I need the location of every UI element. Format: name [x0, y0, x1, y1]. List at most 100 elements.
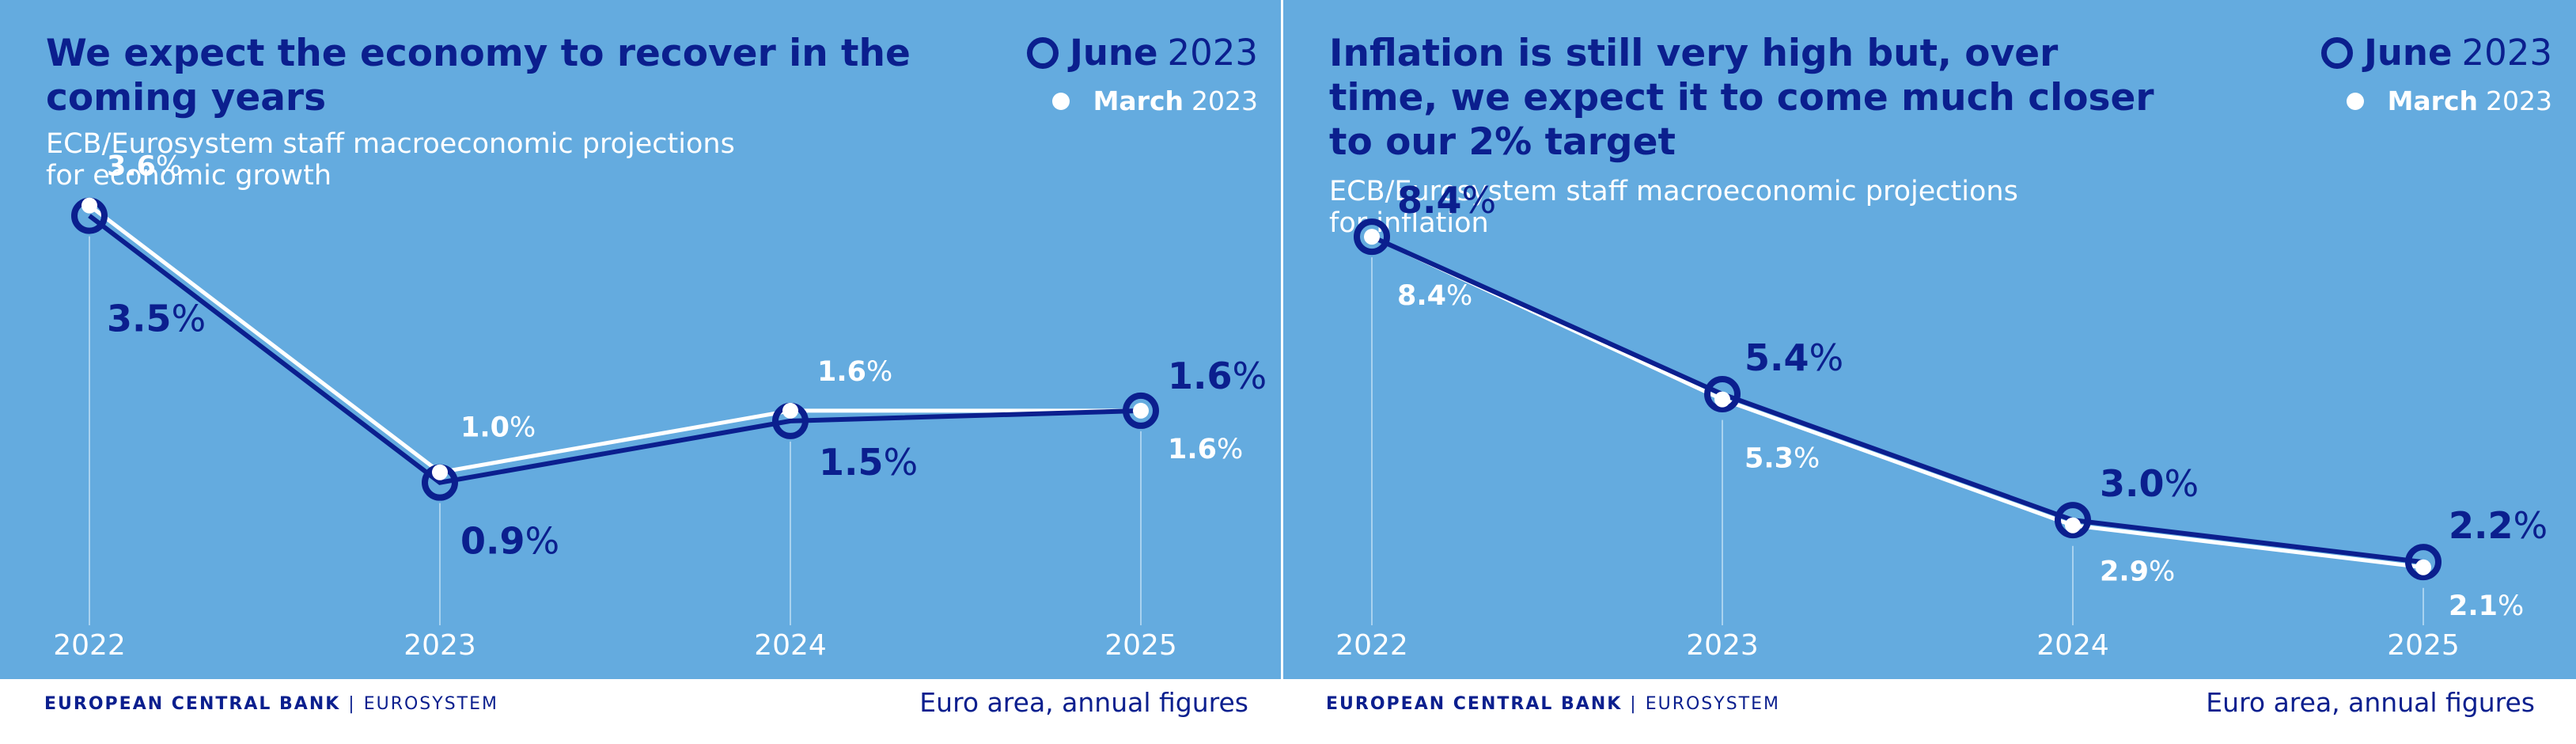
x-tick-label: 2022 [53, 629, 126, 662]
legend-label: March [1093, 85, 1184, 116]
june-point [2055, 502, 2091, 539]
label-percent-sign: % [1809, 336, 1844, 379]
label-percent-sign: % [510, 412, 536, 444]
legend-year: 2023 [2461, 32, 2552, 74]
june-point [1704, 376, 1741, 412]
label-number: 3.5 [107, 298, 172, 340]
series-line-march [1370, 234, 2424, 570]
label-percent-sign: % [1794, 443, 1820, 475]
growth-chart-panel: We expect the economy to recover in the … [0, 0, 1282, 744]
logo-separator: | [348, 694, 356, 714]
march-data-label: 8.4% [1397, 280, 1472, 312]
x-tick-label: 2023 [403, 629, 476, 662]
legend-year: 2023 [2486, 85, 2552, 116]
logo-sub: EUROSYSTEM [1645, 694, 1780, 714]
x-tick-label: 2025 [2387, 629, 2460, 662]
march-point [1364, 229, 1380, 245]
label-percent-sign: % [2498, 590, 2524, 622]
march-point [432, 464, 448, 480]
logo-main: EUROPEAN CENTRAL BANK [1326, 694, 1623, 714]
label-number: 2.2 [2449, 504, 2513, 547]
ring-marker-icon [1027, 36, 1059, 69]
march-point [2415, 559, 2431, 575]
label-percent-sign: % [156, 151, 182, 183]
panel-divider [1281, 0, 1284, 681]
chart-title: Inflation is still very high but, over t… [1329, 32, 2154, 164]
march-point [2065, 517, 2081, 533]
label-number: 5.4 [1744, 336, 1809, 379]
legend: June 2023 March 2023 [2291, 32, 2552, 127]
march-data-label: 1.6% [817, 356, 892, 388]
subtitle-line: for economic growth [46, 160, 332, 192]
series-line-march [88, 203, 1141, 475]
inflation-line-chart: 2022 2023 2024 20258.4%8.4%5.4%5.3%3.0%2.9%… [1335, 179, 2548, 662]
june-data-label: 1.6% [1168, 355, 1267, 397]
june-data-label: 1.5% [819, 441, 918, 484]
legend-year: 2023 [1167, 32, 1258, 74]
label-number: 8.4 [1397, 179, 1462, 222]
june-data-label: 0.9% [460, 520, 559, 563]
x-tick-label: 2024 [754, 629, 827, 662]
label-percent-sign: % [2165, 462, 2199, 505]
label-number: 1.6 [1168, 434, 1217, 465]
march-data-label: 1.6% [1168, 434, 1243, 465]
series-line-june [1370, 234, 2424, 565]
march-point [81, 197, 97, 214]
ring-marker-icon [2321, 36, 2354, 69]
march-point [1714, 391, 1730, 408]
ecb-logo: EUROPEAN CENTRAL BANK | EUROSYSTEM [1326, 694, 1780, 714]
june-data-label: 3.5% [107, 298, 206, 340]
legend-year: 2023 [1191, 85, 1258, 116]
legend-item-june: June 2023 [1027, 32, 1258, 74]
ecb-logo: EUROPEAN CENTRAL BANK | EUROSYSTEM [44, 694, 498, 714]
label-percent-sign: % [866, 356, 892, 388]
chart-title: We expect the economy to recover in the … [46, 32, 911, 120]
label-percent-sign: % [2513, 504, 2548, 547]
march-data-label: 2.9% [2100, 556, 2175, 588]
june-point [1354, 218, 1390, 256]
march-point [782, 402, 798, 419]
label-percent-sign: % [1217, 434, 1243, 465]
label-number: 2.1 [2449, 590, 2498, 622]
label-percent-sign: % [1462, 179, 1497, 222]
label-number: 3.0 [2100, 462, 2165, 505]
chart-subtitle: ECB/Eurosystem staff macroeconomic proje… [1329, 176, 2041, 239]
legend-item-june: June 2023 [2321, 32, 2552, 74]
logo-main: EUROPEAN CENTRAL BANK [44, 694, 341, 714]
label-number: 1.0 [460, 412, 510, 444]
legend-item-march: March 2023 [2346, 85, 2552, 116]
subtitle-line: ECB/Eurosystem staff macroeconomic proje… [46, 128, 735, 160]
legend-label: June [1070, 32, 1158, 74]
inflation-chart-panel: Inflation is still very high but, over t… [1283, 0, 2576, 744]
logo-separator: | [1630, 694, 1638, 714]
label-number: 1.5 [819, 441, 884, 484]
legend-label: March [2387, 85, 2479, 116]
chart-background [1283, 0, 2576, 679]
x-tick-label: 2022 [1335, 629, 1408, 662]
dot-marker-icon [2346, 92, 2364, 110]
march-data-label: 5.3% [1744, 443, 1820, 475]
chart-background [0, 0, 1282, 679]
march-data-label: 3.6% [107, 151, 182, 183]
footer-note: Euro area, annual figures [919, 687, 1248, 718]
x-tick-label: 2024 [2036, 629, 2109, 662]
june-data-label: 8.4% [1397, 179, 1496, 222]
legend: June 2023 March 2023 [997, 32, 1258, 127]
label-number: 5.3 [1744, 443, 1794, 475]
footer-note: Euro area, annual figures [2206, 687, 2535, 718]
june-data-label: 3.0% [2100, 462, 2199, 505]
label-number: 8.4 [1397, 280, 1446, 312]
label-number: 0.9 [460, 520, 525, 563]
x-tick-label: 2025 [1104, 629, 1177, 662]
logo-sub: EUROSYSTEM [363, 694, 498, 714]
march-data-label: 2.1% [2449, 590, 2524, 622]
june-point [1123, 392, 1159, 429]
label-percent-sign: % [1233, 355, 1267, 397]
june-data-label: 5.4% [1744, 336, 1843, 379]
series-line-june [88, 214, 1142, 485]
march-point [1133, 402, 1149, 419]
chart-subtitle: ECB/Eurosystem staff macroeconomic proje… [46, 128, 758, 192]
label-percent-sign: % [172, 298, 206, 340]
label-number: 1.6 [1168, 355, 1233, 397]
legend-item-march: March 2023 [1051, 85, 1258, 116]
